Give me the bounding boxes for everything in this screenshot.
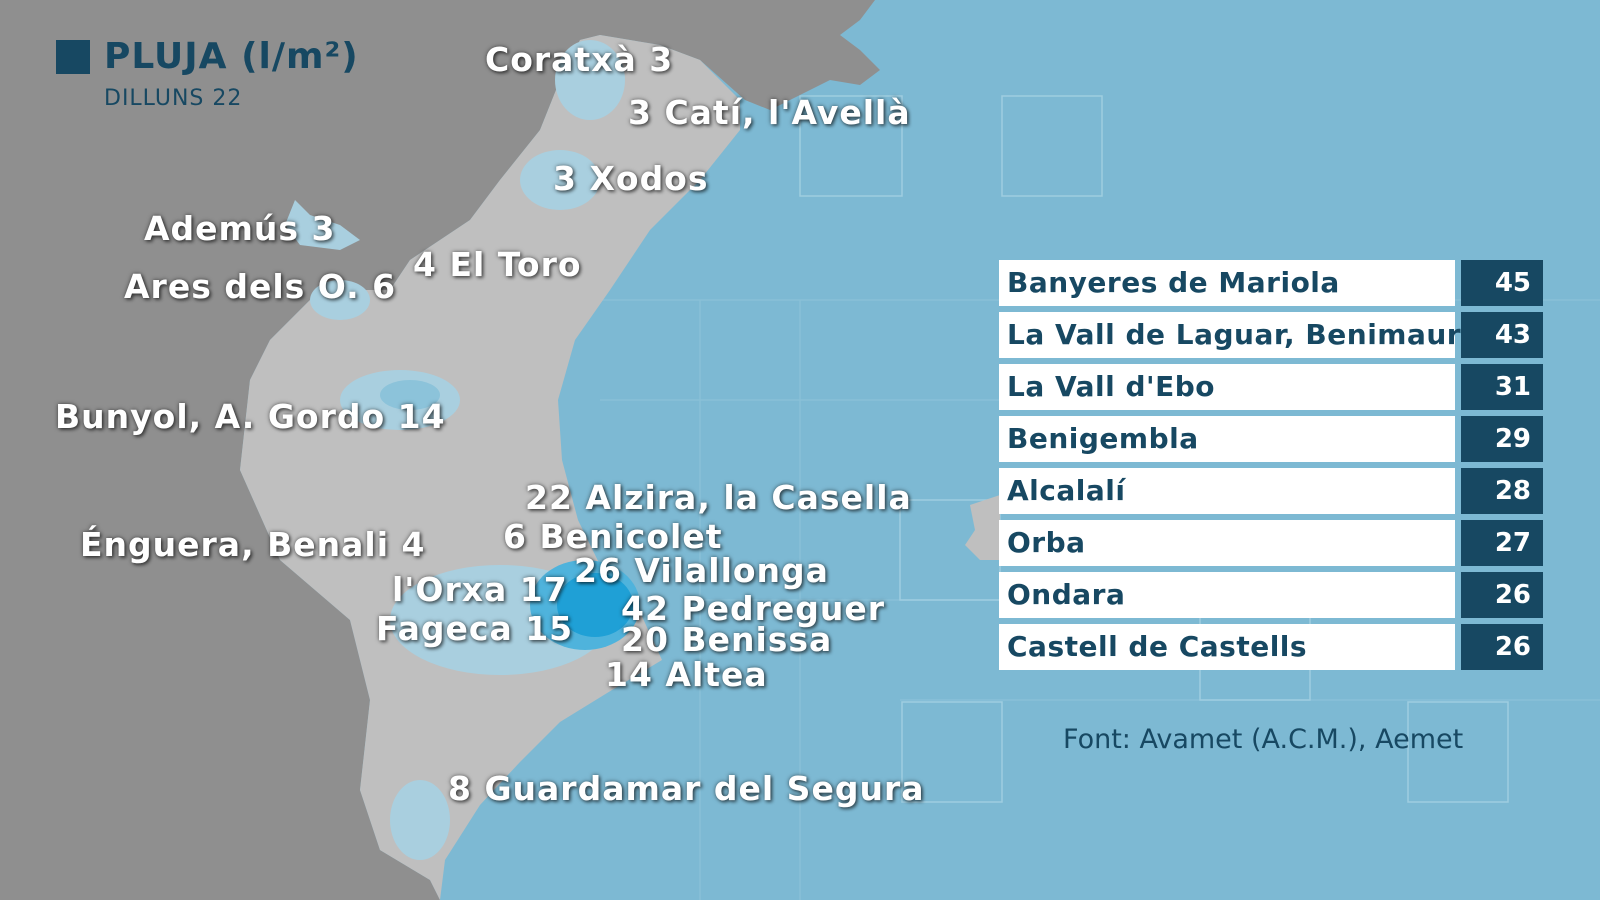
map-label: 26 Vilallonga xyxy=(574,551,829,590)
ranking-value: 43 xyxy=(1461,312,1543,358)
map-label: Ademús 3 xyxy=(144,209,336,248)
ranking-value: 27 xyxy=(1461,520,1543,566)
rain-areas xyxy=(310,40,640,860)
region-land xyxy=(240,35,740,900)
map-label: 20 Benissa xyxy=(621,620,833,659)
legend-title: PLUJA (l/m²) xyxy=(104,36,359,77)
map-label: 4 El Toro xyxy=(413,245,582,284)
ranking-name: La Vall d'Ebo xyxy=(999,364,1455,410)
map-label: l'Orxa 17 xyxy=(392,570,568,609)
ranking-value: 26 xyxy=(1461,572,1543,618)
ranking-value: 26 xyxy=(1461,624,1543,670)
map-label: Fageca 15 xyxy=(376,609,574,648)
ranking-value: 28 xyxy=(1461,468,1543,514)
ranking-name: Banyeres de Mariola xyxy=(999,260,1455,306)
ranking-value: 29 xyxy=(1461,416,1543,462)
ranking-name: Alcalalí xyxy=(999,468,1455,514)
ranking-name: Castell de Castells xyxy=(999,624,1455,670)
map-label: Coratxà 3 xyxy=(485,40,674,79)
map-label: 3 Catí, l'Avellà xyxy=(628,93,911,132)
map-label: 42 Pedreguer xyxy=(621,589,886,628)
balearic-island xyxy=(965,495,1000,560)
ranking-name: Benigembla xyxy=(999,416,1455,462)
map-label: Ares dels O. 6 xyxy=(124,267,397,306)
map-label: 14 Altea xyxy=(605,655,768,694)
map-label: Énguera, Benali 4 xyxy=(80,525,426,564)
legend-swatch xyxy=(56,40,90,74)
map-label: Bunyol, A. Gordo 14 xyxy=(55,397,446,436)
ranking-name: Ondara xyxy=(999,572,1455,618)
ranking-name: La Vall de Laguar, Benimaurell xyxy=(999,312,1500,358)
map-label: 8 Guardamar del Segura xyxy=(448,769,925,808)
legend-date: DILLUNS 22 xyxy=(104,86,243,111)
source-credit: Font: Avamet (A.C.M.), Aemet xyxy=(1063,724,1464,755)
ranking-name: Orba xyxy=(999,520,1455,566)
map-label: 3 Xodos xyxy=(553,159,709,198)
ranking-value: 31 xyxy=(1461,364,1543,410)
ranking-value: 45 xyxy=(1461,260,1543,306)
ademus-enclave xyxy=(285,200,360,250)
outer-land xyxy=(0,0,880,900)
map-label: 6 Benicolet xyxy=(503,517,723,556)
map-label: 22 Alzira, la Casella xyxy=(525,478,912,517)
